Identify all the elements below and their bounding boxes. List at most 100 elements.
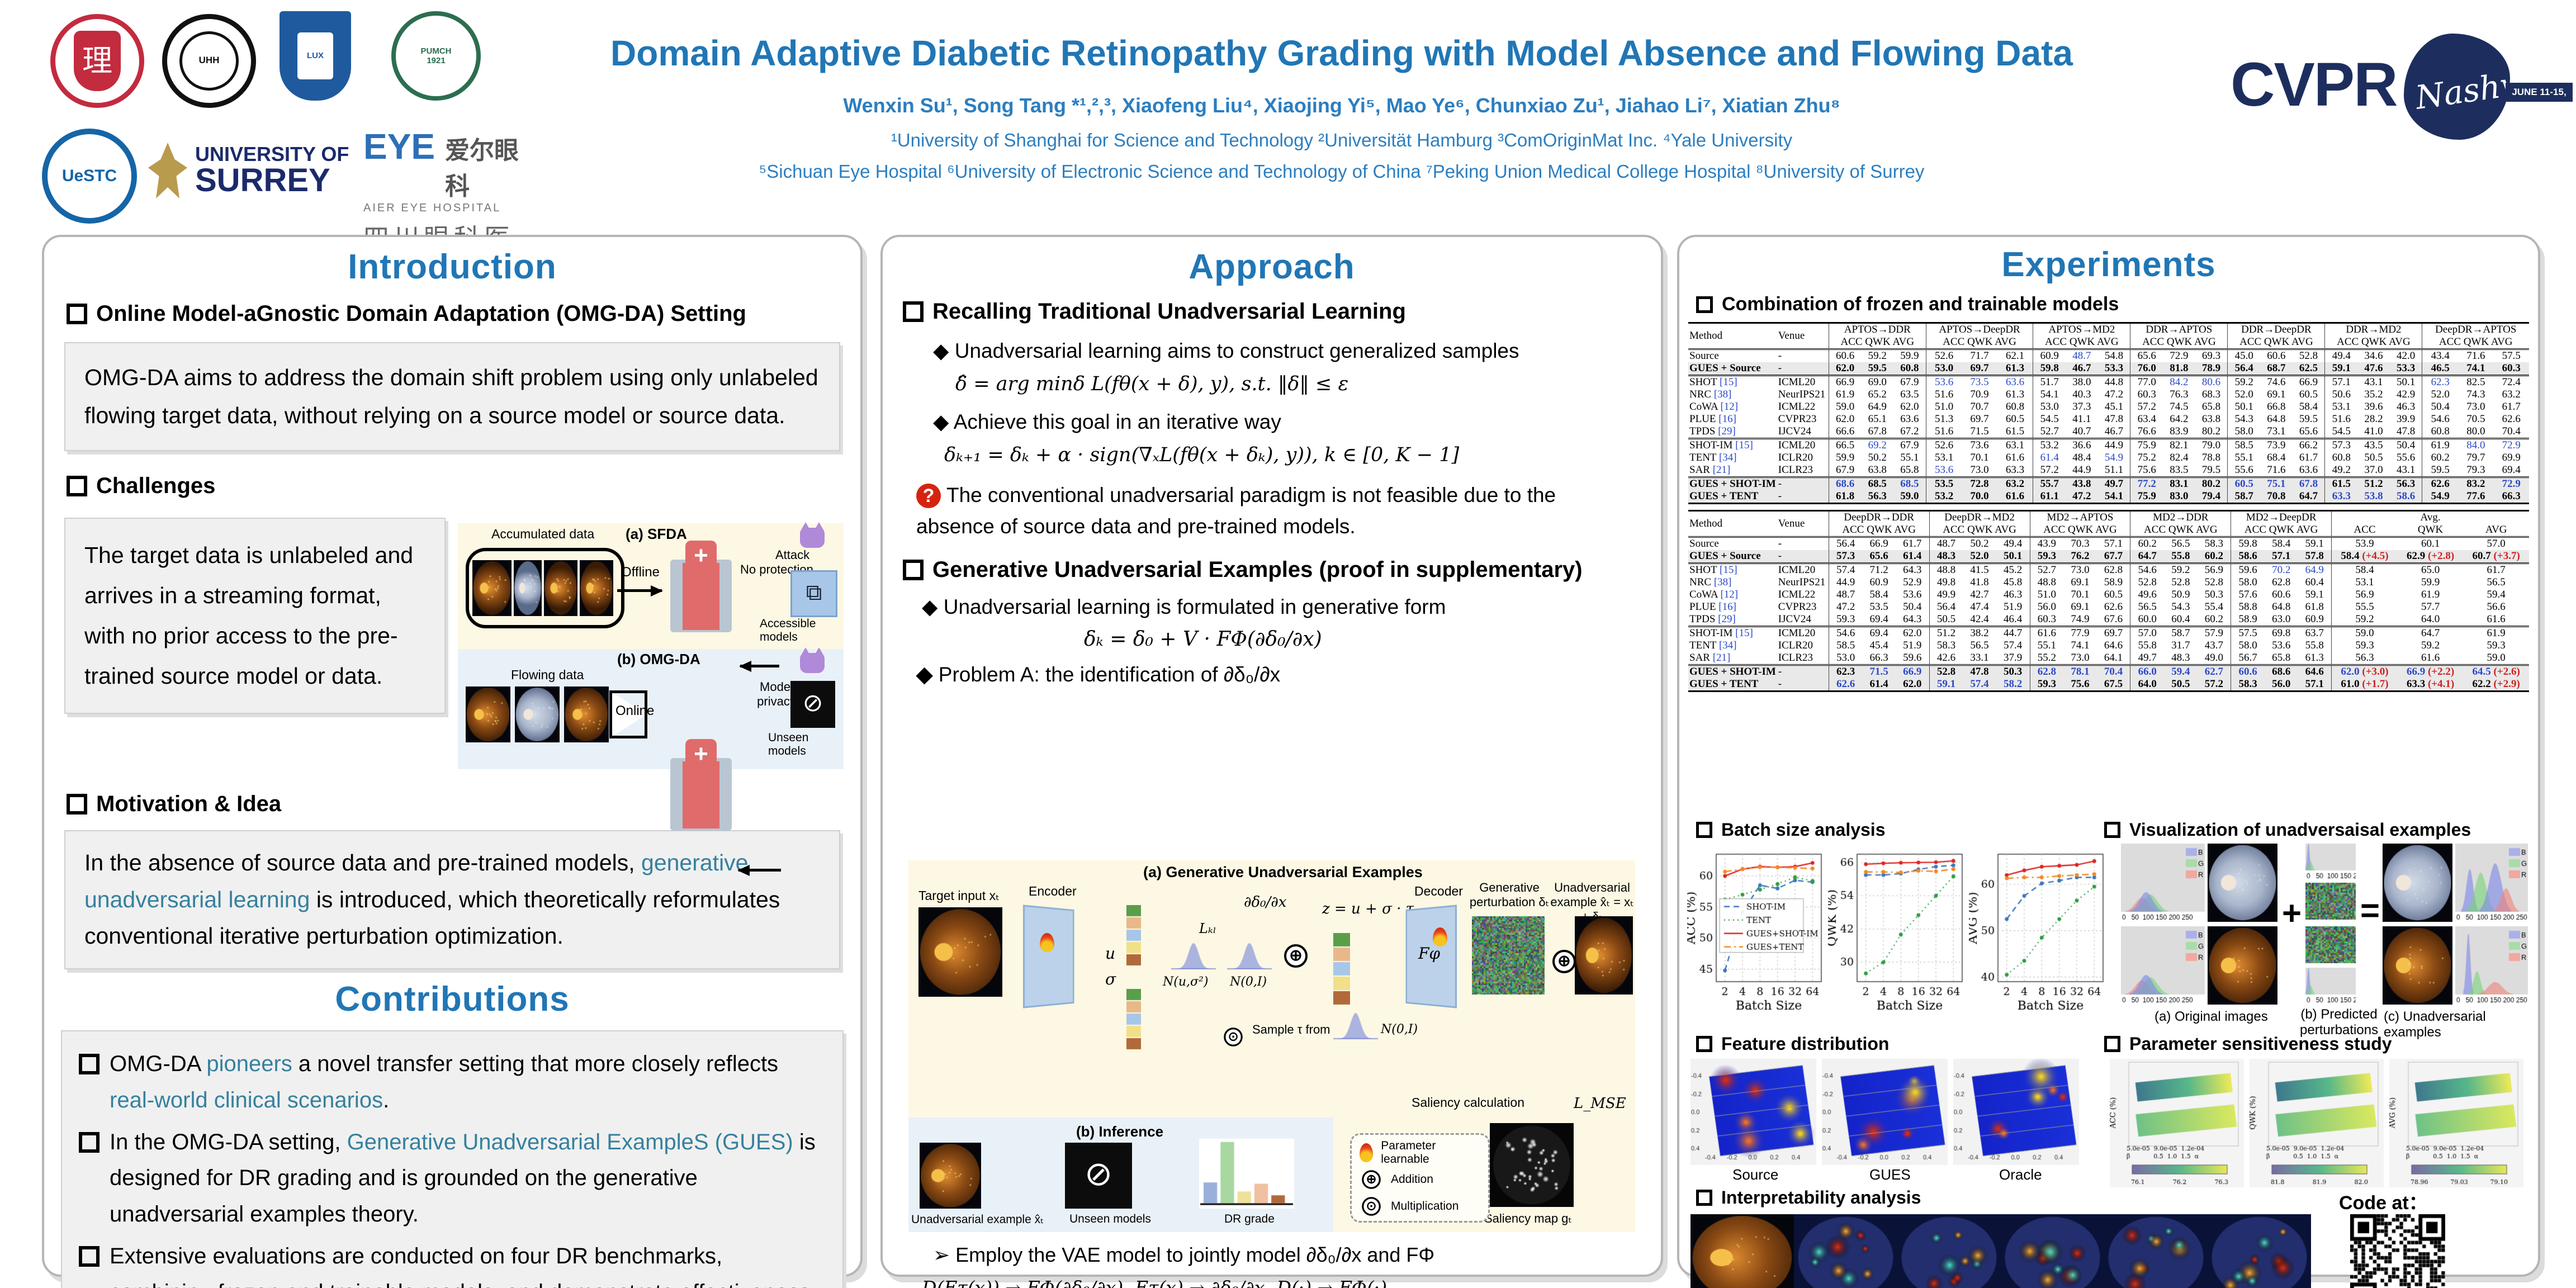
- diamond-bullet-icon: ◆: [916, 663, 939, 686]
- table-cell: 71.7: [1970, 350, 1989, 362]
- dd0dx-label: ∂δ₀/∂x: [1244, 894, 1287, 911]
- table-cell: 62.7: [2204, 666, 2224, 678]
- table-cell: 69.1: [2071, 601, 2090, 613]
- table-cell: 51.0: [1925, 401, 1962, 413]
- n0i-label: N(0,I): [1230, 975, 1267, 989]
- text-segment: generative unadversarial learning: [84, 850, 749, 912]
- table-cell: 59.0: [2487, 652, 2506, 664]
- intro-title: Introduction: [348, 248, 557, 286]
- table-cell: 45.4: [1869, 640, 1888, 651]
- table-cell: 79.3: [2466, 464, 2485, 476]
- formula-generative: δₖ = δ₀ + V · FΦ(∂δ₀/∂x): [1084, 628, 1322, 651]
- table-cell: 69.7: [1970, 413, 1989, 425]
- table-cell: 44.9: [1828, 576, 1863, 589]
- table-cell: 66.9 (+2.2): [2406, 666, 2455, 678]
- table-cell: 60.2: [2130, 537, 2165, 550]
- authors: Wenxin Su¹, Song Tang *¹,²,³, Xiaofeng L…: [843, 94, 1840, 117]
- table-cell: 53.3: [2104, 362, 2124, 374]
- table-cell: 52.0: [2227, 389, 2261, 401]
- diamond-bullet-icon: ◆: [922, 595, 944, 618]
- experiments-section-viz: Visualization of unadversaisal examples: [2104, 820, 2471, 840]
- table-cell: 51.2: [1929, 626, 1963, 640]
- checkbox-icon: [79, 1054, 100, 1075]
- table-cell: 49.7: [2104, 478, 2124, 490]
- table-cell: 66.0: [2130, 665, 2165, 678]
- approach-warning-text: The conventional unadversarial paradigm …: [916, 484, 1556, 538]
- table-cell: 57.1: [2305, 678, 2324, 690]
- table-cell: 75.6: [2130, 464, 2163, 477]
- table-cell: 74.1: [2466, 362, 2485, 374]
- table-cell: 61.9: [2487, 627, 2506, 639]
- table-cell: 55.8: [2305, 640, 2324, 651]
- table-cell: 54.5: [2324, 425, 2358, 439]
- table-row: TENT [34] ICLR20 58.5 45.4 51.9 58.3 56.5 57.4 5…: [1688, 640, 2529, 652]
- table-cell: 52.6: [1925, 349, 1962, 362]
- saliency-map-image: [1490, 1123, 1574, 1207]
- intro-challenges-box: The target data is unlabeled and arrives…: [64, 518, 446, 714]
- table-cell: 57.5: [2231, 626, 2265, 640]
- viz-caption-b: (b) Predicted perturbations: [2300, 1007, 2378, 1038]
- table-cell: 34.6: [2364, 350, 2383, 362]
- table-cell: 52.8: [1929, 665, 1963, 678]
- table-cell: 57.3: [2324, 438, 2358, 452]
- table-cell: 76.6: [2130, 425, 2163, 439]
- table-cell: 59.0: [2331, 626, 2398, 640]
- table-cell: 61.8: [1828, 490, 1862, 504]
- decoder-label: Decoder: [1414, 884, 1463, 898]
- table-cell: 80.2: [2201, 478, 2221, 490]
- table-cell: 48.3: [1929, 550, 1963, 564]
- table-cell: 82.1: [2170, 439, 2189, 451]
- table-cell: 63.3: [2324, 490, 2358, 504]
- table-cell: 61.4: [1903, 550, 1922, 562]
- table-cell: 61.9: [2421, 589, 2440, 600]
- feature-dist-source: [1690, 1059, 1816, 1165]
- table-cell: 62.6: [2104, 601, 2123, 613]
- param-plot-qwk: [2250, 1059, 2384, 1187]
- online-label: Online: [615, 703, 655, 719]
- interp-gues-shotim: [2104, 1214, 2208, 1288]
- table-cell: 52.0: [1970, 550, 1989, 562]
- table-cell: 67.7: [2104, 550, 2123, 562]
- table-cell: 50.5: [2364, 452, 2383, 463]
- table-cell: 60.9: [1869, 576, 1888, 588]
- table-cell: 60.5: [2005, 413, 2025, 425]
- table-cell: 56.3: [1868, 490, 1887, 502]
- table-cell: 53.6: [1903, 589, 1922, 600]
- table-cell: 63.3 (+4.1): [2406, 678, 2455, 690]
- checkbox-icon: [2104, 822, 2120, 838]
- table-cell: 76.0: [2130, 362, 2163, 376]
- table-cell: 52.8: [2204, 576, 2224, 588]
- hospital-body: [683, 761, 719, 828]
- table-cell: 65.8: [1900, 464, 1919, 476]
- table-cell: 77.2: [2130, 477, 2163, 490]
- table-cell: 50.4: [2396, 439, 2416, 451]
- qr-code: [2350, 1214, 2445, 1288]
- table-cell: 54.3: [2171, 601, 2190, 613]
- legend-multiplication: Multiplication: [1391, 1200, 1459, 1213]
- dr-grade-label: DR grade: [1224, 1213, 1275, 1225]
- table-cell: 60.3: [2029, 613, 2064, 627]
- multiplication-icon: ⊙: [1224, 1027, 1243, 1046]
- table-cell: 77.6: [2466, 490, 2485, 502]
- gaussian-icon: [1227, 939, 1272, 972]
- table-cell: 72.4: [2502, 376, 2521, 388]
- table-cell: 69.0: [1868, 376, 1887, 388]
- vae-bullet: ➢ Employ the VAE model to jointly model …: [933, 1243, 1434, 1267]
- table-row: PLUE [16] CVPR23 47.2 53.5 50.4 56.4 47.4 51.9 5…: [1688, 601, 2529, 613]
- table-cell: 63.5: [1900, 389, 1919, 400]
- gaussian-icon: [1333, 1008, 1378, 1042]
- checkbox-icon: [67, 794, 87, 815]
- table-cell: 59.5: [2299, 413, 2318, 425]
- aier-cn: 爱尔眼科: [445, 137, 519, 200]
- table-cell: 56.5: [2487, 576, 2506, 588]
- table-cell: 65.8: [2201, 401, 2221, 413]
- arrow-bullet-icon: ➢: [933, 1243, 956, 1266]
- table-cell: 70.9: [1970, 389, 1989, 400]
- table-cell: 57.1: [2104, 538, 2123, 550]
- table-cell: 70.4: [2104, 666, 2123, 678]
- setting-figure: (a) SFDA Accumulated data Offline + No p…: [458, 522, 844, 872]
- table-cell: 59.8: [2033, 362, 2066, 376]
- legend-addition: Addition: [1391, 1173, 1433, 1186]
- intro-section-omgda-label: Online Model-aGnostic Domain Adaptation …: [96, 301, 746, 326]
- table-cell: 61.0 (+1.7): [2331, 678, 2398, 692]
